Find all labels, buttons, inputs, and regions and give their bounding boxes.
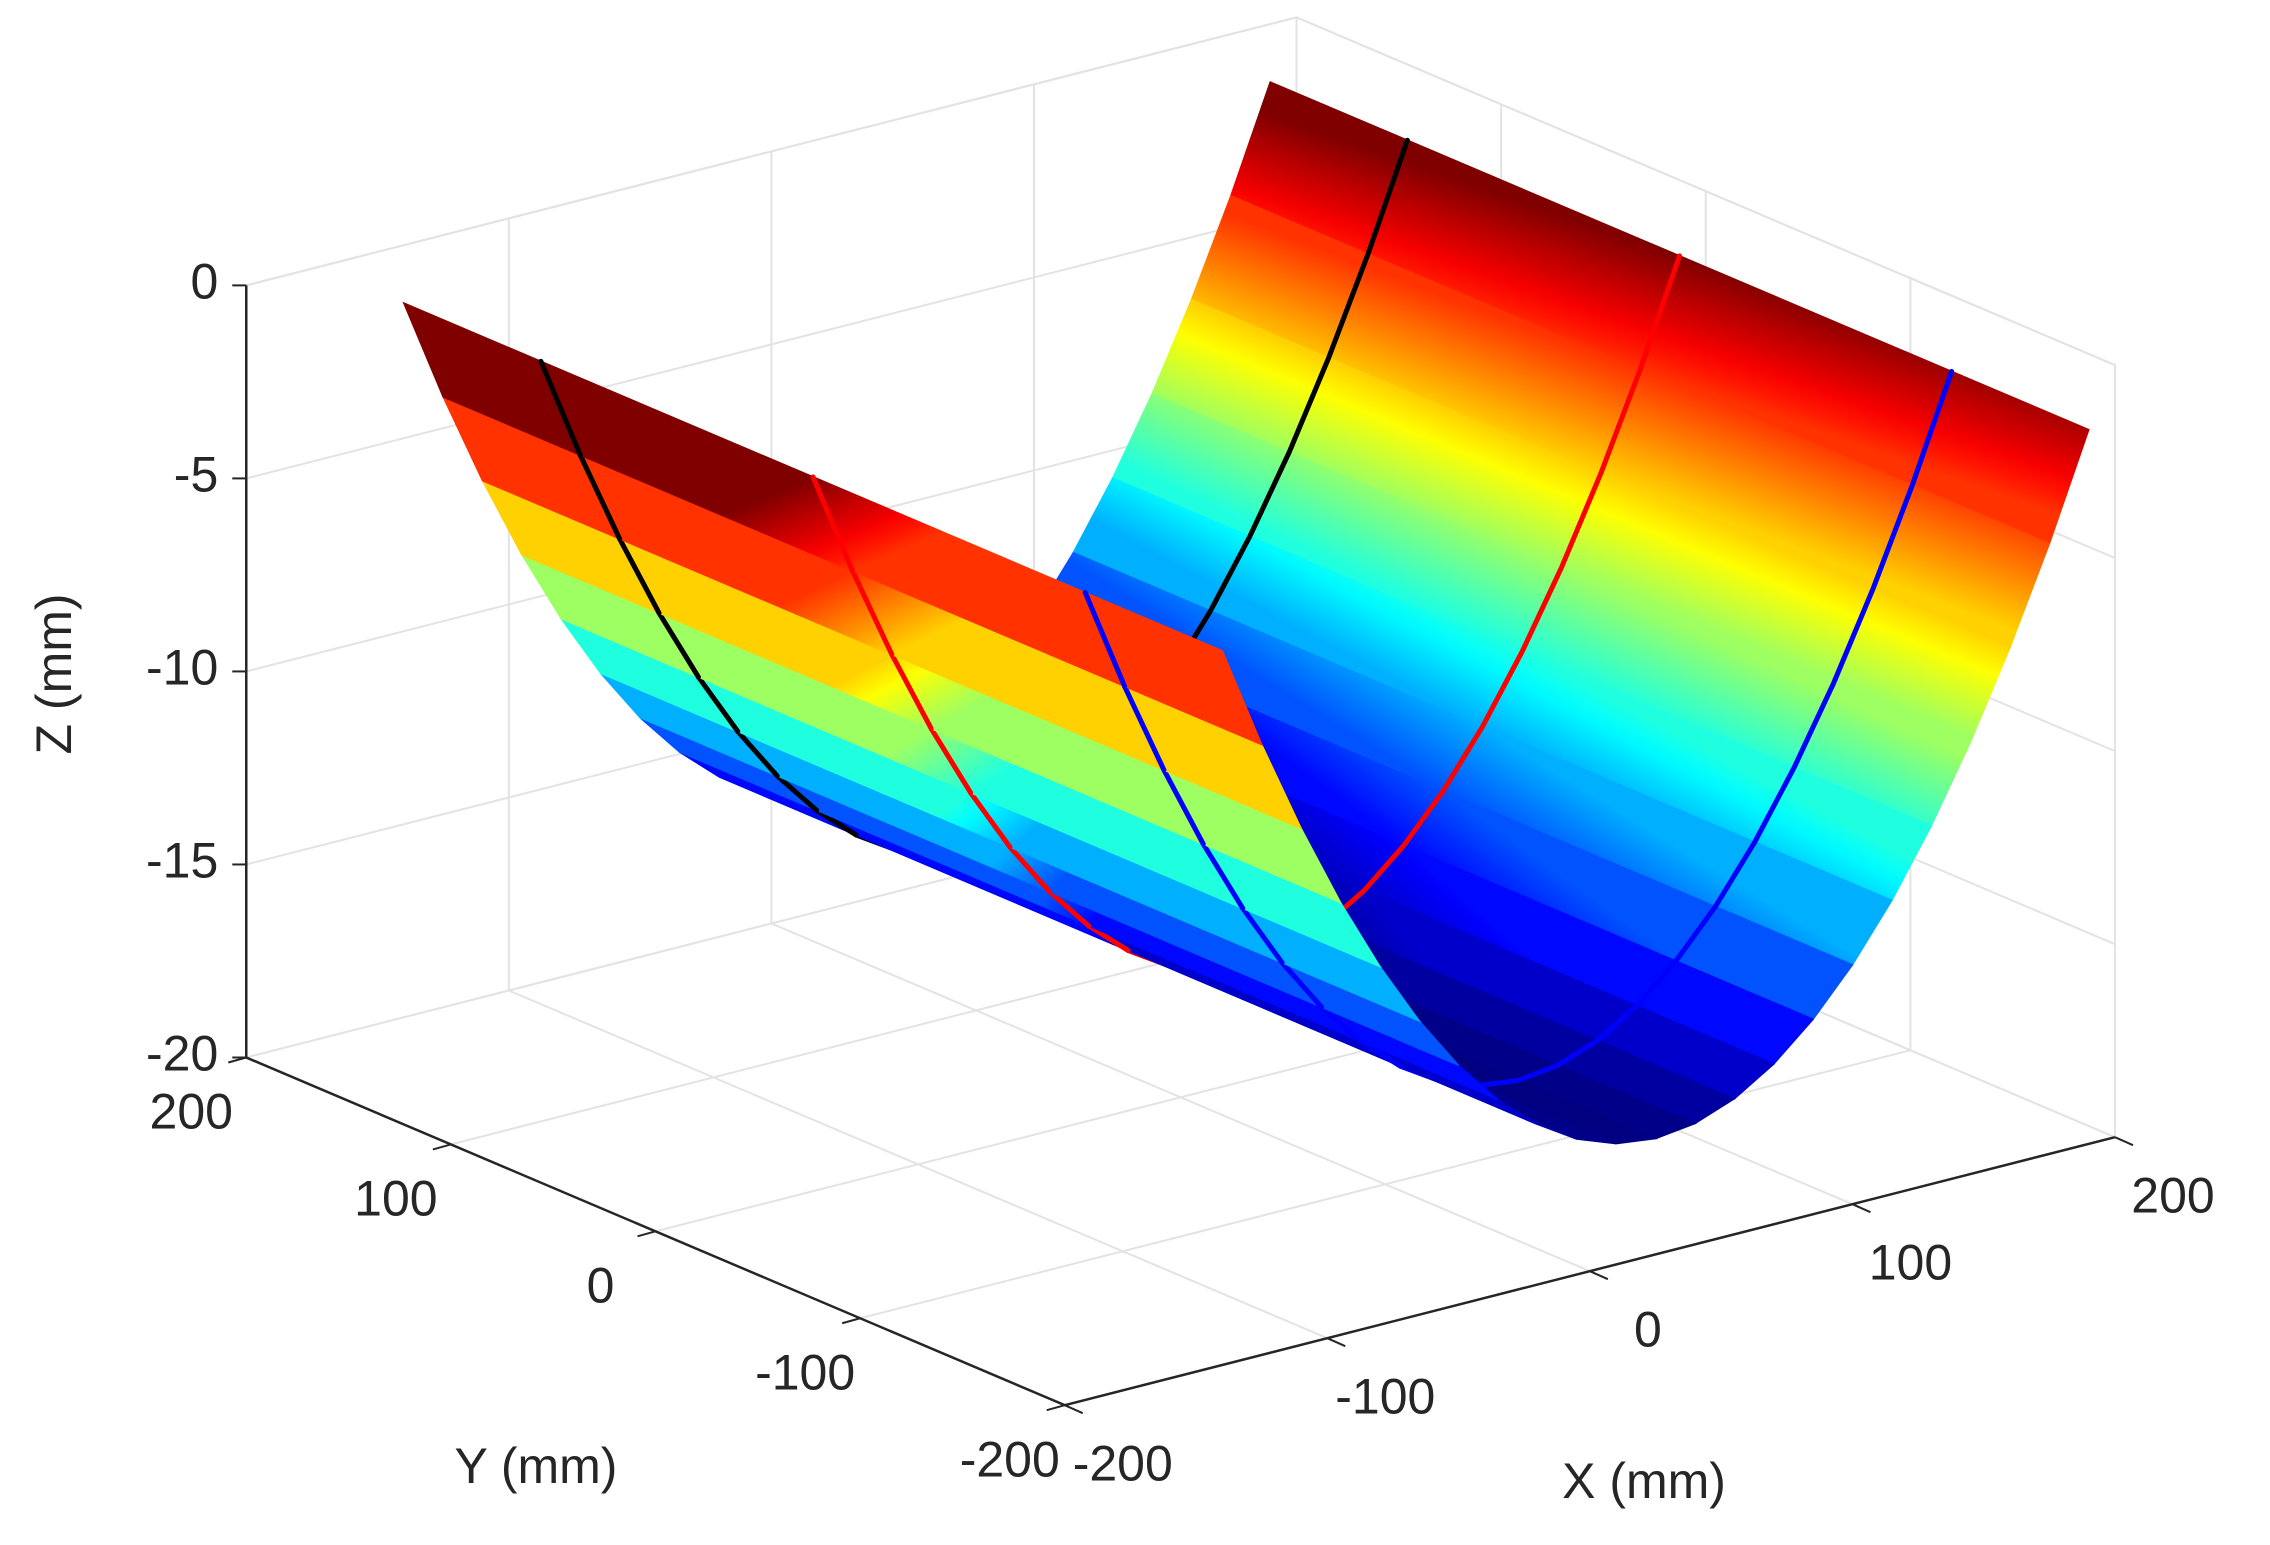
- curve-segment: [617, 536, 662, 616]
- curve-segment: [1673, 904, 1718, 964]
- curve-segment: [1286, 355, 1332, 455]
- curve-segment: [1007, 844, 1052, 894]
- curve-segment: [695, 674, 741, 734]
- curve-segment: [1361, 842, 1407, 893]
- curve-segment: [1752, 765, 1797, 845]
- z-tick-label: -5: [174, 447, 218, 503]
- y-tick-label: -100: [755, 1344, 855, 1400]
- curve-segment: [1207, 533, 1253, 614]
- curve-segment: [1082, 590, 1128, 689]
- curve-segment: [1594, 1003, 1640, 1044]
- curve-segment: [1634, 958, 1679, 1009]
- curve-segment: [1086, 923, 1131, 954]
- z-tick-label: -10: [146, 640, 218, 696]
- curve-segment: [1476, 1077, 1521, 1088]
- curve-segment: [928, 726, 974, 796]
- tick-mark: [227, 1056, 247, 1064]
- x-axis-label: X (mm): [1562, 1453, 1726, 1509]
- y-axis-label: Y (mm): [455, 1438, 618, 1494]
- y-tick-label: -200: [960, 1431, 1060, 1487]
- z-tick-label: -20: [146, 1026, 218, 1082]
- tick-mark: [1852, 1203, 1871, 1214]
- grid-line: [246, 16, 2116, 366]
- tick-mark: [637, 1230, 656, 1238]
- curve-segment: [1200, 841, 1246, 911]
- curve-segment: [810, 474, 855, 574]
- x-tick-label: 200: [2131, 1167, 2214, 1223]
- curve-segment: [1122, 683, 1167, 773]
- x-tick-label: -100: [1335, 1368, 1435, 1424]
- z-axis-label: Z (mm): [26, 593, 82, 754]
- x-tick-label: -200: [1073, 1435, 1173, 1491]
- curve-segment: [1440, 723, 1486, 794]
- curve-segment: [1480, 649, 1525, 729]
- curve-segment: [1637, 253, 1683, 373]
- curve-segment: [1401, 788, 1446, 848]
- curve-segment: [1598, 367, 1643, 477]
- curve-segment: [968, 790, 1013, 850]
- curve-segment: [849, 568, 895, 657]
- surface: [402, 80, 2090, 1145]
- curve-segment: [1279, 960, 1324, 1010]
- tick-mark: [1589, 1270, 1609, 1281]
- tick-mark: [1064, 1404, 1084, 1415]
- curve-segment: [1046, 888, 1092, 929]
- curve-segment: [1791, 680, 1836, 771]
- curve-segment: [1365, 137, 1410, 257]
- tick-mark: [1046, 1404, 1066, 1412]
- curve-segment: [1161, 767, 1206, 847]
- curve-segment: [1712, 839, 1758, 910]
- curve-segment: [1358, 1038, 1403, 1069]
- tick-mark: [2114, 1136, 2134, 1147]
- curve-segment: [1326, 251, 1371, 361]
- y-tick-label: 100: [354, 1171, 437, 1227]
- curve-segment: [1515, 1062, 1561, 1083]
- y-tick-label: 200: [150, 1084, 233, 1140]
- curve-segment: [774, 773, 820, 813]
- y-tick-label: 0: [587, 1258, 615, 1314]
- curve-segment: [1519, 565, 1564, 655]
- x-tick-label: 100: [1869, 1234, 1952, 1290]
- curve-segment: [1247, 449, 1292, 539]
- axes: -20 -15 -10 -5 0 -200 -100 0 100 200 -200 -100 0 100 2…: [146, 254, 2215, 1492]
- axis-line: [245, 285, 2116, 1407]
- curve-segment: [1555, 1038, 1600, 1068]
- curve-segment: [577, 452, 623, 542]
- curve-segment: [538, 358, 583, 458]
- x-tick-label: 0: [1634, 1301, 1662, 1357]
- curve-segment: [1830, 586, 1876, 686]
- curve-segment: [814, 807, 859, 838]
- z-tick-label: -15: [146, 833, 218, 889]
- curve-segment: [889, 651, 934, 732]
- z-tick-label: 0: [190, 254, 218, 310]
- curve-segment: [1909, 368, 1955, 488]
- tick-mark: [432, 1143, 452, 1151]
- curve-segment: [735, 728, 780, 779]
- curve-segment: [1318, 1004, 1364, 1044]
- curve-segment: [1558, 471, 1604, 571]
- tick-mark: [841, 1317, 861, 1325]
- tick-mark: [1326, 1337, 1346, 1348]
- curve-segment: [1870, 482, 1915, 592]
- curve-segment: [1240, 905, 1285, 966]
- curve-segment: [656, 610, 701, 680]
